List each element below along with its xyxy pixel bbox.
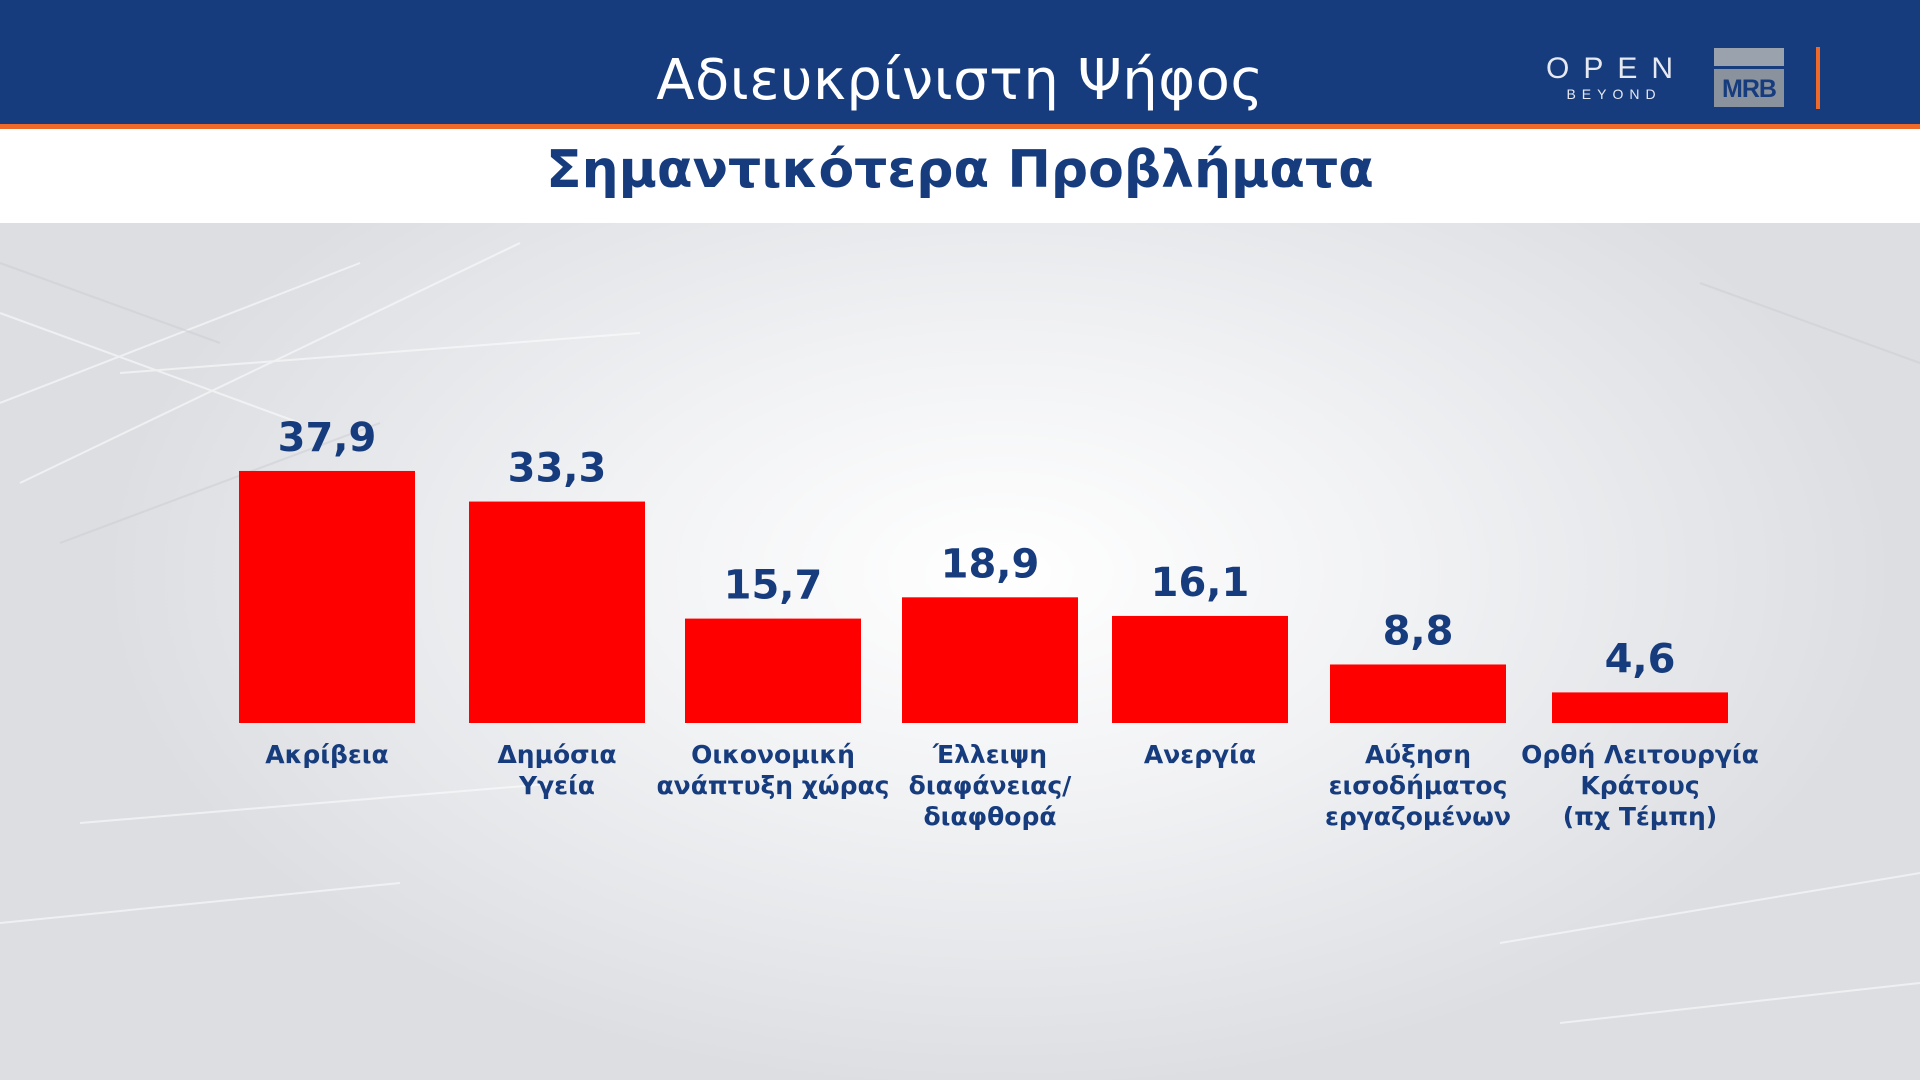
- value-label-3: 15,7: [724, 563, 823, 609]
- background-decoration: [0, 242, 1920, 1024]
- category-label-line: Οικονομική: [691, 740, 855, 769]
- category-label-4: Έλλειψη διαφάνειας/διαφθορά: [909, 740, 1073, 831]
- category-label-1: Ακρίβεια: [265, 740, 388, 769]
- category-label-7: Ορθή Λειτουργία Κράτους (πχ Τέμπη): [1521, 740, 1759, 831]
- bar-3: [685, 618, 861, 723]
- header-bar: [0, 0, 1920, 124]
- value-label-1: 37,9: [278, 415, 377, 461]
- value-label-6: 8,8: [1383, 608, 1454, 654]
- category-label-line: διαφθορά: [923, 802, 1056, 831]
- bar-4: [902, 597, 1078, 723]
- category-label-line: διαφάνειας/: [909, 771, 1073, 800]
- open-logo: OPEN BEYOND: [1546, 52, 1682, 102]
- open-logo-word: OPEN: [1546, 52, 1688, 85]
- category-label-line: ανάπτυξη χώρας: [656, 771, 889, 800]
- category-label-6: Αύξηση εισοδήματος εργαζομένων: [1325, 740, 1511, 831]
- orange-divider: [1816, 47, 1820, 109]
- mrb-logo-text: MRB: [1714, 69, 1784, 107]
- category-label-3: Οικονομική ανάπτυξη χώρας: [656, 740, 889, 800]
- open-logo-sub: BEYOND: [1566, 86, 1662, 102]
- bar-1: [239, 470, 415, 723]
- bar-2: [469, 501, 645, 723]
- page-title: Αδιευκρίνιστη Ψήφος: [656, 48, 1264, 113]
- mrb-logo-bar: [1714, 48, 1784, 66]
- category-label-line: Αύξηση: [1365, 740, 1471, 769]
- category-label-line: Υγεία: [518, 771, 595, 800]
- category-label-5: Ανεργία: [1144, 740, 1256, 769]
- bar-7: [1552, 692, 1728, 723]
- header-accent-line: [0, 124, 1920, 129]
- bar-5: [1112, 615, 1288, 723]
- chart-subtitle: Σημαντικότερα Προβλήματα: [546, 140, 1374, 200]
- category-label-line: Ακρίβεια: [265, 740, 388, 769]
- value-label-4: 18,9: [941, 541, 1040, 587]
- category-label-line: (πχ Τέμπη): [1563, 802, 1717, 831]
- bar-chart: 37,9 Ακρίβεια 33,3 Δημόσια Υγεία 15,7 Οικονομι…: [239, 415, 1759, 831]
- category-label-line: Κράτους: [1580, 771, 1699, 800]
- category-label-line: Δημόσια: [497, 740, 616, 769]
- value-label-7: 4,6: [1605, 636, 1676, 682]
- mrb-logo: MRB: [1714, 48, 1784, 107]
- category-label-2: Δημόσια Υγεία: [497, 740, 616, 800]
- bar-6: [1330, 664, 1506, 723]
- subtitle-band: [0, 129, 1920, 223]
- category-label-line: Ανεργία: [1144, 740, 1256, 769]
- category-label-line: Έλλειψη: [932, 740, 1047, 769]
- category-label-line: Ορθή Λειτουργία: [1521, 740, 1759, 769]
- value-label-2: 33,3: [508, 446, 607, 492]
- category-label-line: εισοδήματος: [1329, 771, 1508, 800]
- category-label-line: εργαζομένων: [1325, 802, 1511, 831]
- value-label-5: 16,1: [1151, 560, 1250, 606]
